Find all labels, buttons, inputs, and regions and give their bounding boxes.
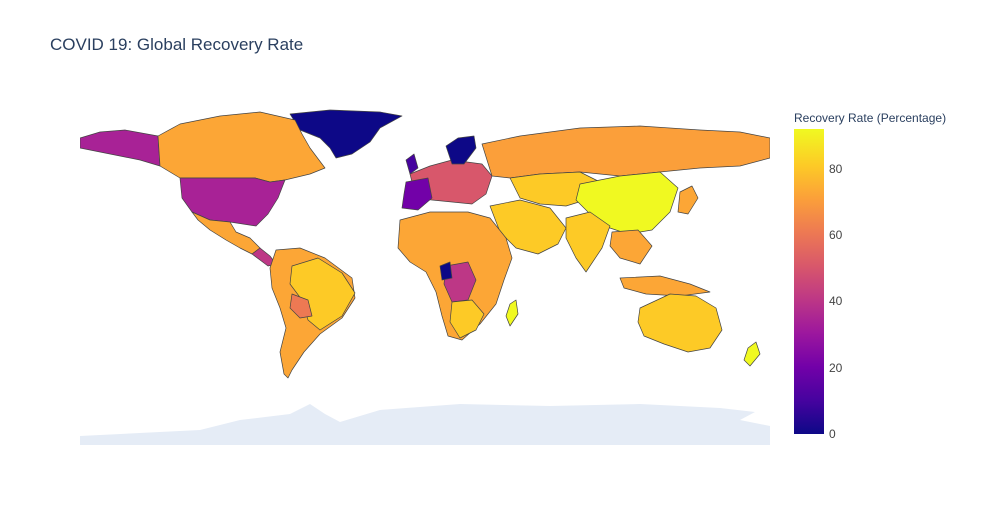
colorbar-title: Recovery Rate (Percentage) [794,111,947,125]
colorbar-tick: 80 [829,162,843,176]
colorbar-tick: 0 [829,427,836,441]
world-map[interactable] [80,108,770,445]
region-indonesia[interactable] [619,275,711,297]
chart-title: COVID 19: Global Recovery Rate [50,35,304,54]
colorbar-tick: 20 [829,361,843,375]
colorbar-tick: 40 [829,294,843,308]
region-central-africa[interactable] [443,261,477,303]
region-australia[interactable] [637,293,723,353]
region-scandinavia[interactable] [445,135,477,165]
region-madagascar[interactable] [505,299,519,327]
region-southern-africa[interactable] [449,299,485,339]
region-china[interactable] [575,171,679,235]
region-bolivia[interactable] [289,293,313,319]
region-antarctica [80,404,770,445]
colorbar-tick: 60 [829,228,843,242]
region-france-spain[interactable] [401,177,433,211]
region-usa[interactable] [179,177,286,227]
region-india[interactable] [565,211,611,273]
colorbar [794,129,824,434]
region-alaska[interactable] [80,129,161,167]
region-congo[interactable] [439,261,453,281]
region-se-asia[interactable] [609,229,653,265]
region-japan[interactable] [677,185,699,215]
region-new-zealand[interactable] [743,341,761,367]
region-russia[interactable] [481,125,770,179]
region-greenland[interactable] [289,109,403,159]
region-uk[interactable] [405,153,419,175]
